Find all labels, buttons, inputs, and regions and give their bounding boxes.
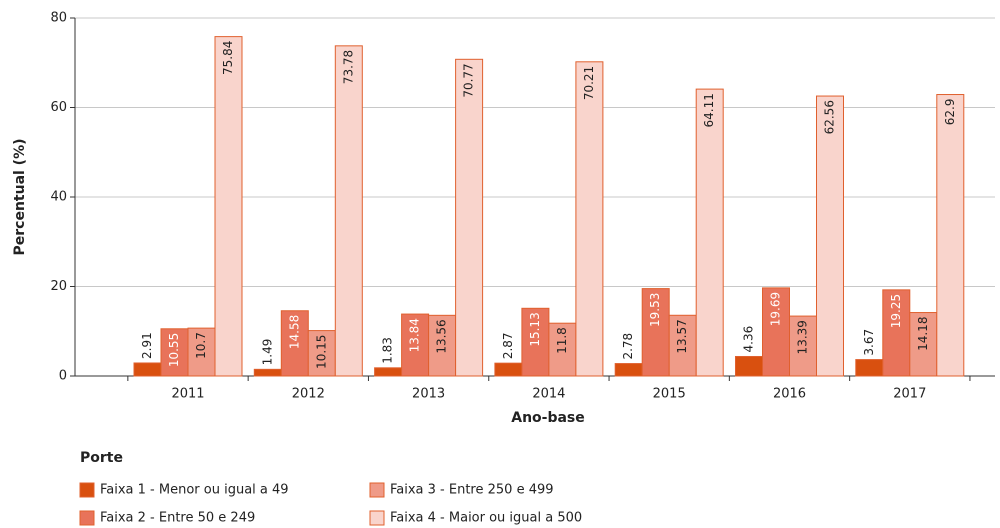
data-label: 10.55 bbox=[167, 333, 181, 367]
data-label: 10.15 bbox=[314, 335, 328, 369]
bar bbox=[133, 362, 162, 377]
bar bbox=[455, 58, 484, 377]
bar bbox=[614, 363, 643, 377]
y-tick-label: 20 bbox=[50, 279, 67, 294]
data-label: 11.8 bbox=[555, 327, 569, 354]
bar bbox=[575, 61, 604, 377]
data-label: 2.78 bbox=[621, 333, 635, 360]
y-tick-label: 60 bbox=[50, 100, 67, 115]
data-label: 1.83 bbox=[381, 337, 395, 364]
legend-label: Faixa 1 - Menor ou igual a 49 bbox=[100, 483, 289, 498]
data-label: 1.49 bbox=[260, 339, 274, 366]
bar bbox=[816, 95, 844, 377]
x-tick-label: 2015 bbox=[653, 387, 686, 402]
data-label: 64.11 bbox=[702, 93, 716, 127]
x-tick-label: 2013 bbox=[412, 387, 445, 402]
bar bbox=[428, 314, 457, 377]
data-label: 13.39 bbox=[796, 320, 810, 354]
data-label: 62.9 bbox=[943, 99, 957, 126]
bar bbox=[855, 359, 884, 377]
x-tick-label: 2014 bbox=[532, 387, 565, 402]
bar bbox=[253, 368, 282, 377]
data-label: 70.77 bbox=[462, 63, 476, 97]
data-label: 62.56 bbox=[823, 100, 837, 134]
data-label: 15.13 bbox=[528, 312, 542, 346]
data-label: 70.21 bbox=[582, 66, 596, 100]
bar bbox=[695, 88, 724, 377]
data-label: 19.53 bbox=[648, 293, 662, 327]
bar bbox=[548, 322, 577, 377]
bar bbox=[789, 315, 817, 377]
x-tick-label: 2012 bbox=[292, 387, 325, 402]
data-label: 73.78 bbox=[341, 50, 355, 84]
x-tick-label: 2016 bbox=[773, 387, 806, 402]
data-label: 19.69 bbox=[769, 292, 783, 326]
x-tick-label: 2017 bbox=[893, 387, 926, 402]
data-label: 2.91 bbox=[140, 332, 154, 359]
legend-label: Faixa 4 - Maior ou igual a 500 bbox=[390, 511, 582, 526]
legend-swatch bbox=[79, 510, 95, 526]
x-tick-label: 2011 bbox=[171, 387, 204, 402]
data-label: 13.56 bbox=[435, 319, 449, 353]
bar bbox=[334, 45, 363, 377]
data-label: 10.7 bbox=[194, 332, 208, 359]
bar bbox=[521, 307, 550, 377]
y-tick-label: 40 bbox=[50, 190, 67, 205]
bar bbox=[668, 314, 697, 377]
data-label: 75.84 bbox=[221, 41, 235, 75]
data-label: 14.18 bbox=[916, 317, 930, 351]
y-tick-label: 0 bbox=[59, 369, 67, 384]
data-label: 13.57 bbox=[675, 319, 689, 353]
legend-title: Porte bbox=[80, 450, 123, 466]
bar bbox=[735, 355, 763, 377]
bar bbox=[641, 288, 670, 377]
data-label: 13.84 bbox=[408, 318, 422, 352]
legend-swatch bbox=[369, 510, 385, 526]
bar bbox=[494, 362, 523, 377]
y-tick-label: 80 bbox=[50, 11, 67, 26]
x-axis-title: Ano-base bbox=[511, 410, 585, 426]
data-label: 2.87 bbox=[501, 332, 515, 359]
legend-swatch bbox=[369, 482, 385, 498]
data-label: 4.36 bbox=[742, 326, 756, 353]
data-label: 3.67 bbox=[862, 329, 876, 356]
data-label: 19.25 bbox=[889, 294, 903, 328]
legend-label: Faixa 2 - Entre 50 e 249 bbox=[100, 511, 255, 526]
bar bbox=[214, 36, 243, 377]
bar bbox=[401, 313, 430, 377]
bar bbox=[187, 327, 216, 377]
bar bbox=[909, 312, 938, 377]
data-label: 14.58 bbox=[287, 315, 301, 349]
legend-label: Faixa 3 - Entre 250 e 499 bbox=[390, 483, 554, 498]
y-axis-title: Percentual (%) bbox=[12, 138, 28, 255]
legend-swatch bbox=[79, 482, 95, 498]
bar bbox=[936, 94, 965, 377]
bar bbox=[374, 367, 403, 377]
